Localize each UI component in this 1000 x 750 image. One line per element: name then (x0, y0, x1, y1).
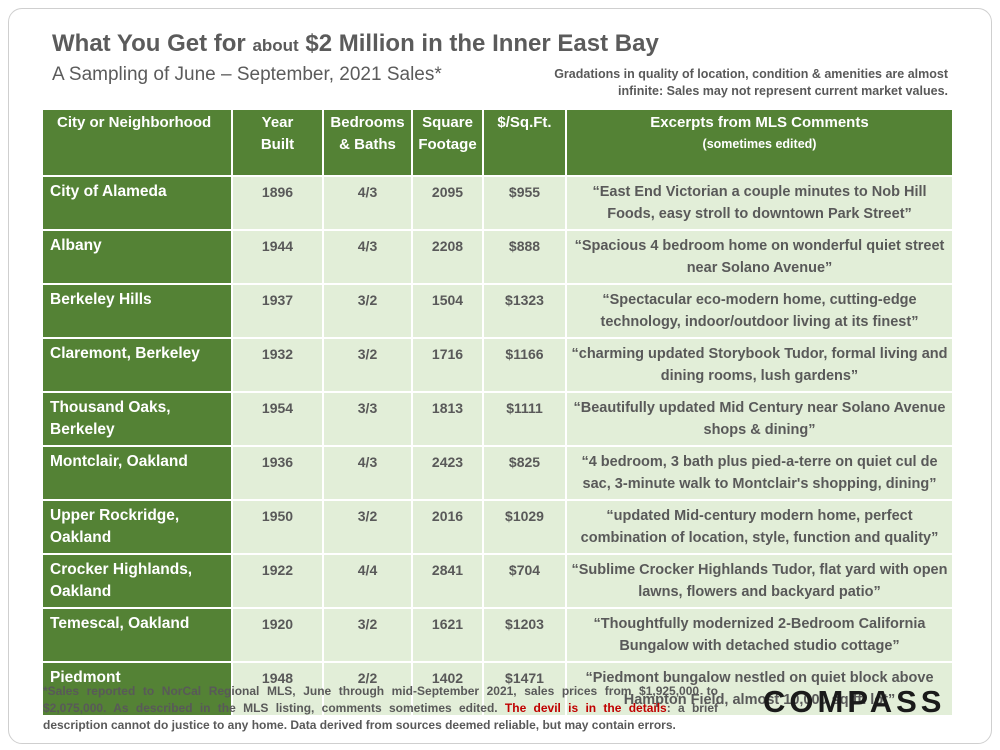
cell-price-per-sqft: $888 (483, 229, 567, 284)
cell-city: Thousand Oaks, Berkeley (43, 391, 233, 446)
cell-square-footage: 1621 (412, 607, 484, 662)
cell-price-per-sqft: $1166 (483, 337, 567, 392)
cell-price-per-sqft: $825 (483, 445, 567, 500)
cell-mls-comment: “Sublime Crocker Highlands Tudor, flat y… (566, 553, 954, 608)
cell-mls-comment: “Beautifully updated Mid Century near So… (566, 391, 954, 446)
cell-price-per-sqft: $704 (483, 553, 567, 608)
title-part-3: $2 Million in the Inner East Bay (298, 30, 659, 57)
cell-square-footage: 1402 (412, 661, 484, 715)
cell-bedrooms-baths: 3/2 (323, 499, 413, 554)
table-row: Montclair, Oakland 1936 4/3 2423 $825 “4 bedr… (43, 445, 954, 500)
cell-square-footage: 2208 (412, 229, 484, 284)
table-row: Albany 1944 4/3 2208 $888 “Spacious 4 bedroom… (43, 229, 954, 284)
cell-bedrooms-baths: 4/3 (323, 445, 413, 500)
cell-mls-comment: “Piedmont bungalow nestled on quiet bloc… (566, 661, 954, 715)
cell-city: Albany (43, 229, 233, 284)
title-part-2: about (252, 36, 299, 55)
header-city: City or Neighborhood (43, 110, 233, 176)
cell-price-per-sqft: $1203 (483, 607, 567, 662)
cell-price-per-sqft: $1111 (483, 391, 567, 446)
header-price-per-sqft: $/Sq.Ft. (483, 110, 567, 176)
page-title: What You Get for about $2 Million in the… (52, 30, 659, 58)
header-bedrooms-baths: Bedrooms & Baths (323, 110, 413, 176)
cell-price-per-sqft: $1471 (483, 661, 567, 715)
footnote-emphasis: The devil is in the details (504, 701, 667, 715)
cell-city: Temescal, Oakland (43, 607, 233, 662)
cell-year-built: 1950 (232, 499, 324, 554)
table-row: Temescal, Oakland 1920 3/2 1621 $1203 “Though… (43, 607, 954, 662)
cell-mls-comment: “4 bedroom, 3 bath plus pied-a-terre on … (566, 445, 954, 500)
cell-mls-comment: “updated Mid-century modern home, perfec… (566, 499, 954, 554)
cell-year-built: 1932 (232, 337, 324, 392)
cell-price-per-sqft: $955 (483, 175, 567, 230)
footnote: *Sales reported to NorCal Regional MLS, … (43, 684, 718, 732)
cell-price-per-sqft: $1029 (483, 499, 567, 554)
page-subtitle: A Sampling of June – September, 2021 Sal… (52, 64, 442, 85)
cell-city: Piedmont (43, 661, 233, 715)
cell-year-built: 1920 (232, 607, 324, 662)
cell-square-footage: 2423 (412, 445, 484, 500)
cell-year-built: 1948 (232, 661, 324, 715)
cell-year-built: 1936 (232, 445, 324, 500)
cell-bedrooms-baths: 2/2 (323, 661, 413, 715)
table-row: Crocker Highlands, Oakland 1922 4/4 2841 $70… (43, 553, 954, 608)
header-mls-comments: Excerpts from MLS Comments (sometimes edi… (566, 110, 954, 176)
table-row: City of Alameda 1896 4/3 2095 $955 “East End … (43, 175, 954, 230)
cell-mls-comment: “East End Victorian a couple minutes to … (566, 175, 954, 230)
cell-year-built: 1922 (232, 553, 324, 608)
cell-bedrooms-baths: 3/2 (323, 337, 413, 392)
title-part-1: What You Get for (52, 30, 253, 57)
cell-square-footage: 2016 (412, 499, 484, 554)
cell-year-built: 1937 (232, 283, 324, 338)
header-row: City or Neighborhood Year Built Bedrooms &… (43, 110, 954, 176)
cell-square-footage: 1813 (412, 391, 484, 446)
cell-city: Montclair, Oakland (43, 445, 233, 500)
table-row: Upper Rockridge, Oakland 1950 3/2 2016 $1029… (43, 499, 954, 554)
header-comments-sub: (sometimes edited) (702, 137, 817, 151)
disclaimer-note: Gradations in quality of location, condi… (554, 67, 948, 98)
cell-square-footage: 1504 (412, 283, 484, 338)
cell-year-built: 1944 (232, 229, 324, 284)
cell-bedrooms-baths: 3/2 (323, 283, 413, 338)
cell-mls-comment: “charming updated Storybook Tudor, forma… (566, 337, 954, 392)
cell-square-footage: 2095 (412, 175, 484, 230)
compass-logo: COMPASS (763, 684, 946, 719)
cell-bedrooms-baths: 3/2 (323, 607, 413, 662)
sales-table: City or Neighborhood Year Built Bedrooms &… (43, 110, 954, 715)
cell-city: City of Alameda (43, 175, 233, 230)
table-row: Thousand Oaks, Berkeley 1954 3/3 1813 $1111 “… (43, 391, 954, 446)
cell-mls-comment: “Spectacular eco-modern home, cutting-ed… (566, 283, 954, 338)
table-body: City of Alameda 1896 4/3 2095 $955 “East End … (43, 175, 954, 715)
cell-city: Claremont, Berkeley (43, 337, 233, 392)
cell-mls-comment: “Spacious 4 bedroom home on wonderful qu… (566, 229, 954, 284)
header-square-footage: Square Footage (412, 110, 484, 176)
table-row: Claremont, Berkeley 1932 3/2 1716 $1166 “char… (43, 337, 954, 392)
cell-bedrooms-baths: 4/3 (323, 229, 413, 284)
cell-city: Crocker Highlands, Oakland (43, 553, 233, 608)
cell-price-per-sqft: $1323 (483, 283, 567, 338)
cell-bedrooms-baths: 3/3 (323, 391, 413, 446)
cell-mls-comment: “Thoughtfully modernized 2-Bedroom Calif… (566, 607, 954, 662)
cell-city: Berkeley Hills (43, 283, 233, 338)
header-year-built: Year Built (232, 110, 324, 176)
table-row: Berkeley Hills 1937 3/2 1504 $1323 “Spectacul… (43, 283, 954, 338)
cell-year-built: 1954 (232, 391, 324, 446)
cell-square-footage: 2841 (412, 553, 484, 608)
table-row: Piedmont 1948 2/2 1402 $1471 “Piedmont bungal… (43, 661, 954, 715)
cell-city: Upper Rockridge, Oakland (43, 499, 233, 554)
cell-square-footage: 1716 (412, 337, 484, 392)
cell-bedrooms-baths: 4/3 (323, 175, 413, 230)
cell-bedrooms-baths: 4/4 (323, 553, 413, 608)
cell-year-built: 1896 (232, 175, 324, 230)
